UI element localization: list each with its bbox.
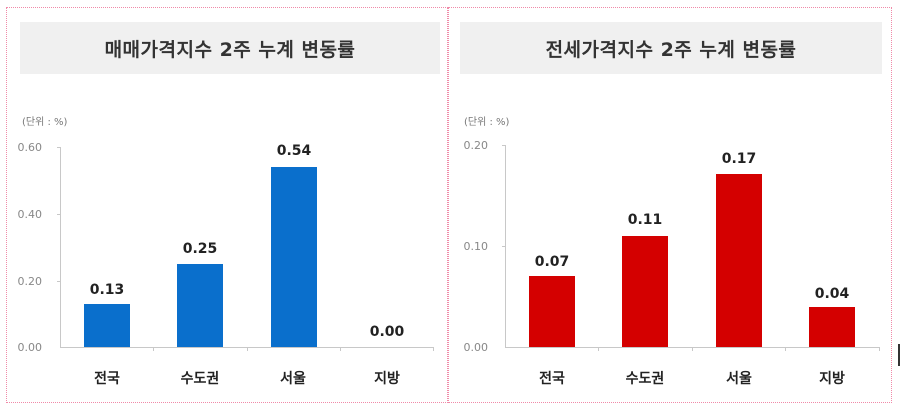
sale-bar-national: [84, 304, 130, 347]
sale-category-label: 수도권: [180, 371, 220, 387]
jeonse-ytick: 0.10: [463, 240, 489, 253]
jeonse-bar-seoul: [716, 174, 762, 347]
sale-value-label: 0.00: [369, 324, 405, 340]
jeonse-bar-capital: [622, 236, 668, 347]
sale-xtick-mark: [340, 347, 341, 351]
jeonse-category-label: 지방: [819, 371, 845, 387]
jeonse-ytick-mark: [502, 246, 505, 247]
sale-ytick-mark: [57, 214, 60, 215]
jeonse-chart-title: 전세가격지수 2주 누계 변동률: [460, 22, 882, 74]
jeonse-category-label: 전국: [539, 371, 565, 387]
jeonse-ytick: 0.20: [463, 139, 489, 152]
sale-y-axis: [60, 147, 61, 348]
sale-ytick: 0.00: [17, 341, 43, 354]
sale-value-label: 0.25: [182, 241, 218, 257]
jeonse-value-label: 0.17: [721, 151, 757, 167]
sale-value-label: 0.13: [89, 282, 125, 298]
jeonse-bar-regional: [809, 307, 855, 347]
sale-ytick-mark: [57, 147, 60, 148]
sale-ytick: 0.20: [17, 275, 43, 288]
sale-chart-panel: [6, 7, 448, 403]
sale-xtick-mark: [433, 347, 434, 351]
sale-category-label: 전국: [94, 371, 120, 387]
sale-xtick-mark: [153, 347, 154, 351]
jeonse-unit-label: (단위 : %): [464, 117, 510, 128]
jeonse-value-label: 0.11: [627, 212, 663, 228]
jeonse-category-label: 서울: [726, 371, 752, 387]
jeonse-y-axis: [505, 145, 506, 348]
sale-category-label: 지방: [374, 371, 400, 387]
jeonse-chart-panel: [448, 7, 892, 403]
sale-bar-capital: [177, 264, 223, 347]
jeonse-bar-national: [529, 276, 575, 347]
sale-unit-label: (단위 : %): [22, 117, 68, 128]
jeonse-xtick-mark: [785, 347, 786, 351]
jeonse-category-label: 수도권: [625, 371, 665, 387]
jeonse-ytick-mark: [502, 145, 505, 146]
sale-value-label: 0.54: [276, 143, 312, 159]
sale-bar-seoul: [271, 167, 317, 347]
sale-xtick-mark: [247, 347, 248, 351]
jeonse-xtick-mark: [879, 347, 880, 351]
sale-chart-title: 매매가격지수 2주 누계 변동률: [20, 22, 440, 74]
sale-category-label: 서울: [280, 371, 306, 387]
sale-ytick: 0.60: [17, 141, 43, 154]
jeonse-value-label: 0.07: [534, 254, 570, 270]
jeonse-xtick-mark: [598, 347, 599, 351]
jeonse-value-label: 0.04: [814, 286, 850, 302]
sale-ytick-mark: [57, 281, 60, 282]
sale-ytick: 0.40: [17, 208, 43, 221]
edge-artifact: [898, 344, 900, 366]
jeonse-ytick: 0.00: [463, 341, 489, 354]
jeonse-xtick-mark: [692, 347, 693, 351]
